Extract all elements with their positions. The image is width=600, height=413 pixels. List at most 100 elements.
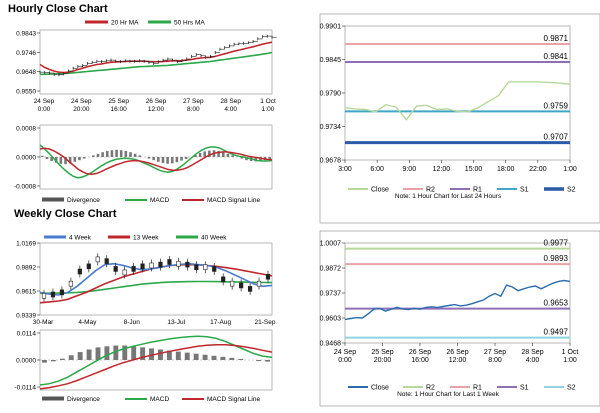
weekly-divergence-bar bbox=[220, 356, 226, 360]
hourly-divergence-bar bbox=[268, 157, 271, 159]
weekly-candle-body bbox=[104, 258, 109, 264]
hourly-macd-y-tick-label: 0.0000 bbox=[16, 155, 36, 162]
weekly-pivot-level-s2-label: 0.9497 bbox=[544, 328, 569, 337]
weekly-legend-ma4-label: 4 Week bbox=[69, 235, 92, 242]
hourly-pivot-panel-border bbox=[319, 13, 600, 224]
hourly-divergence-bar bbox=[96, 153, 100, 157]
weekly-divergence-bar bbox=[59, 358, 65, 360]
hourly-divergence-bar bbox=[41, 155, 44, 157]
hourly-divergence-bar bbox=[203, 151, 206, 157]
hourly-divergence-bar bbox=[54, 157, 58, 163]
weekly-price-x-tick-label: 30-Mar bbox=[33, 319, 54, 326]
weekly-price-x-tick-label: 8-Jun bbox=[124, 319, 141, 326]
weekly-divergence-bar bbox=[238, 358, 244, 360]
hourly-price-x-tick-date: 27 Sep bbox=[183, 98, 204, 105]
hourly-divergence-bar bbox=[157, 157, 160, 162]
hourly-price-y-tick-label: 0.9550 bbox=[16, 89, 36, 96]
weekly-pivot-note: Note: 1 Hour Chart for Last 1 Week bbox=[397, 391, 500, 398]
weekly-divergence-bar bbox=[265, 360, 270, 362]
hourly-macd-line bbox=[39, 144, 273, 179]
hourly-price-x-tick-time: 20:00 bbox=[73, 106, 90, 113]
weekly-candle-body bbox=[50, 291, 56, 298]
hourly-divergence-bar bbox=[175, 157, 179, 163]
hourly-pivot-y-tick-label: 0.9845 bbox=[320, 57, 342, 64]
hourly-ma20-line bbox=[39, 41, 273, 74]
weekly-pivot-x-tick-time: 20:00 bbox=[374, 357, 392, 364]
weekly-candle-body bbox=[221, 276, 226, 283]
hourly-price-plot-frame bbox=[39, 29, 273, 95]
hourly-divergence-bar bbox=[50, 157, 53, 161]
weekly-divergence-bar bbox=[122, 345, 128, 360]
weekly-macd-y-tick-label: 0.0000 bbox=[16, 358, 36, 365]
hourly-divergence-bar bbox=[59, 157, 63, 164]
hourly-pivot-y-tick-label: 0.9901 bbox=[320, 24, 342, 31]
weekly-divergence-bar bbox=[211, 355, 217, 360]
hourly-divergence-bar bbox=[82, 157, 86, 159]
hourly-pivot-note: Note: 1 Hour Chart for Last 24 Hours bbox=[395, 193, 502, 200]
hourly-legend-signal-label: MACD Signal Line bbox=[207, 197, 260, 204]
weekly-divergence-bar bbox=[50, 360, 56, 362]
hourly-pivot-y-tick-label: 0.9734 bbox=[320, 124, 342, 131]
weekly-pivot-level-s1-label: 0.9653 bbox=[544, 299, 569, 308]
hourly-pivot-x-tick-label: 15:00 bbox=[465, 166, 483, 173]
hourly-divergence-bar bbox=[208, 150, 211, 157]
weekly-macd-line bbox=[39, 335, 273, 386]
weekly-candle-body bbox=[194, 264, 199, 271]
hourly-price-y-tick-label: 0.9843 bbox=[16, 31, 36, 38]
hourly-price-x-tick-date: 26 Sep bbox=[146, 98, 167, 105]
weekly-legend-divergence-swatch bbox=[42, 396, 64, 401]
hourly-pivot-y-tick-label: 0.9790 bbox=[320, 91, 342, 98]
hourly-macd-y-tick-label: 0.0008 bbox=[16, 126, 36, 133]
weekly-divergence-bar bbox=[193, 353, 199, 360]
weekly-candle-body bbox=[212, 266, 217, 272]
hourly-pivot-y-tick-label: 0.9678 bbox=[320, 158, 342, 165]
hourly-legend-macd-label: MACD bbox=[150, 197, 169, 204]
hourly-price-x-tick-time: 0:00 bbox=[38, 106, 51, 113]
hourly-pivot-level-s2-label: 0.9707 bbox=[544, 133, 569, 142]
weekly-pivot-x-tick-time: 12:00 bbox=[449, 357, 467, 364]
weekly-pivot-y-tick-label: 0.9737 bbox=[320, 291, 342, 298]
weekly-pivot-x-tick-date: 27 Sep bbox=[484, 349, 506, 356]
weekly-divergence-bar bbox=[95, 347, 101, 360]
hourly-divergence-bar bbox=[194, 155, 197, 157]
hourly-divergence-bar bbox=[245, 157, 248, 161]
weekly-candle-body bbox=[131, 266, 136, 272]
hourly-divergence-bar bbox=[115, 149, 118, 157]
weekly-candle-body bbox=[230, 280, 235, 287]
weekly-price-y-tick-label: 0.9892 bbox=[16, 265, 36, 272]
weekly-divergence-bar bbox=[175, 351, 181, 360]
weekly-candle-body bbox=[256, 280, 262, 287]
weekly-divergence-bar bbox=[77, 352, 83, 360]
hourly-divergence-bar bbox=[119, 150, 123, 157]
hourly-pivot-x-tick-label: 9:00 bbox=[402, 166, 416, 173]
weekly-divergence-bar bbox=[86, 349, 92, 360]
weekly-section-title: Weekly Close Chart bbox=[14, 208, 117, 220]
hourly-price-x-tick-time: 1:00 bbox=[262, 106, 275, 113]
hourly-pivot-x-tick-label: 6:00 bbox=[370, 166, 384, 173]
hourly-price-x-tick-time: 12:00 bbox=[148, 106, 165, 113]
weekly-pivot-x-tick-date: 26 Sep bbox=[409, 349, 431, 356]
weekly-candle-body bbox=[77, 268, 82, 275]
weekly-candle-body bbox=[176, 260, 181, 267]
hourly-divergence-bar bbox=[124, 151, 128, 157]
hourly-divergence-bar bbox=[45, 157, 49, 159]
hourly-price-y-tick-label: 0.9648 bbox=[16, 69, 36, 76]
weekly-pivot-x-tick-time: 4:00 bbox=[526, 357, 540, 364]
hourly-price-x-tick-date: 24 Sep bbox=[34, 98, 55, 105]
weekly-divergence-bar bbox=[202, 354, 208, 360]
weekly-candle-body bbox=[113, 266, 118, 272]
weekly-divergence-bar bbox=[158, 349, 163, 360]
hourly-divergence-bar bbox=[184, 157, 188, 159]
weekly-pivot-plot-frame bbox=[344, 242, 571, 344]
weekly-pivot-level-r2-label: 0.9977 bbox=[544, 239, 569, 248]
hourly-divergence-bar bbox=[129, 152, 132, 157]
weekly-legend-divergence-label: Divergence bbox=[67, 396, 100, 403]
hourly-divergence-bar bbox=[231, 155, 234, 157]
weekly-candle-body bbox=[95, 256, 100, 263]
weekly-divergence-bar bbox=[184, 352, 190, 360]
hourly-price-x-tick-time: 8:00 bbox=[187, 106, 200, 113]
weekly-candle-body bbox=[167, 259, 172, 265]
weekly-pivot-x-tick-time: 1:00 bbox=[563, 357, 577, 364]
weekly-macd-y-tick-label: -0.0114 bbox=[14, 385, 36, 392]
